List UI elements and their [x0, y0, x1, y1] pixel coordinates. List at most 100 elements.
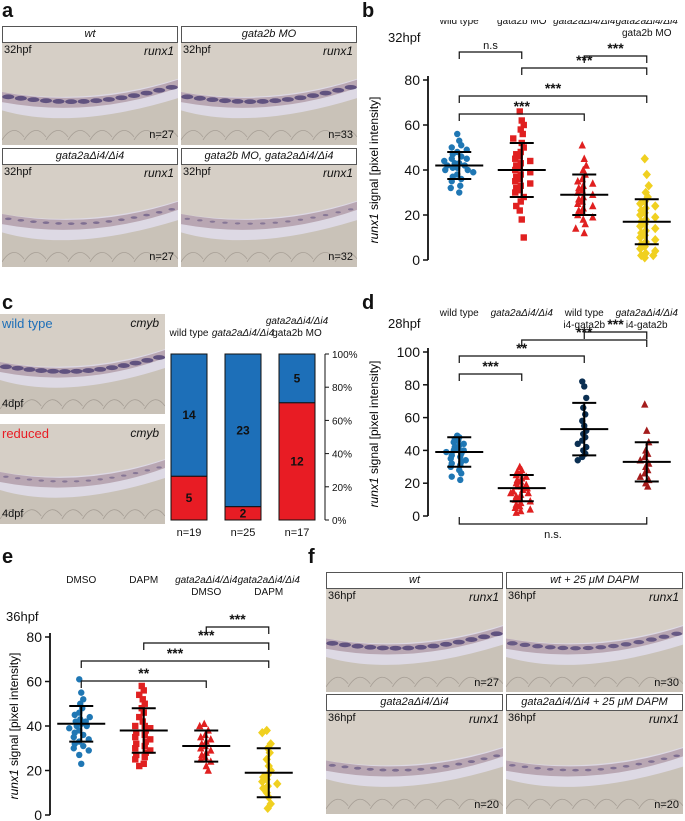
gene-label: runx1 [322, 166, 353, 180]
bar-value-label: 2 [240, 506, 247, 520]
data-point [512, 178, 519, 185]
panel-a-image-1-photo [2, 43, 178, 145]
data-point [526, 505, 534, 513]
data-point [458, 470, 465, 477]
significance-label: n.s. [544, 529, 562, 541]
data-point [262, 788, 271, 798]
y-tick-label: 60 [404, 410, 420, 426]
data-point [448, 155, 455, 162]
data-point [581, 219, 589, 228]
data-point [470, 169, 477, 176]
data-point [641, 187, 650, 198]
data-point [518, 216, 525, 223]
data-point [640, 154, 649, 164]
data-point [651, 246, 660, 256]
data-point [513, 184, 520, 192]
data-point [141, 700, 148, 707]
data-point [516, 175, 523, 183]
bar-total-label: n=17 [285, 527, 310, 539]
data-point [517, 126, 524, 133]
data-point [136, 691, 143, 699]
data-point [520, 121, 527, 129]
data-point [574, 199, 582, 207]
data-point [636, 244, 645, 254]
bar-segment-reduced [278, 402, 316, 521]
chart-b-scatter: 32hpf 0 20 40 60 80 runx1 signal [pixel intens… [367, 20, 678, 268]
bar-segment-wildtype [224, 353, 262, 508]
gene-label: runx1 [468, 590, 499, 604]
significance-bracket [583, 55, 648, 63]
data-point [132, 745, 139, 752]
gene-label: runx1 [648, 712, 679, 726]
significance-bracket [205, 626, 270, 634]
data-point [575, 195, 583, 203]
stage-label: 36hpf [508, 712, 536, 724]
data-point [574, 457, 581, 464]
panel-a-image-2-photo [181, 43, 357, 145]
bar-value-label: 12 [290, 454, 304, 468]
data-point [207, 735, 215, 743]
data-point [258, 776, 267, 787]
data-point [574, 177, 582, 185]
data-point [273, 779, 282, 789]
data-point [204, 766, 212, 774]
data-point [578, 141, 586, 149]
panel-label-a: a [2, 0, 14, 22]
y-tick-label: 20% [332, 483, 352, 494]
stage-label: 4dpf [2, 398, 24, 410]
panel-f-image-3: gata2aΔi4/Δi4 36hpf runx1 n=20 [326, 694, 503, 814]
chart-d-scatter: 28hpf 0 20 40 60 80 100 runx1 signal [pixel int… [367, 308, 678, 541]
panel-f-image-3-header: gata2aΔi4/Δi4 [326, 694, 503, 711]
y-tick-label: 20 [404, 207, 420, 223]
category-label: i4-gata2b [626, 320, 668, 331]
panel-label-d: d [362, 292, 375, 314]
data-point [524, 488, 532, 497]
significance-label: *** [198, 627, 215, 643]
stage-label: 36hpf [328, 590, 356, 602]
data-point [516, 153, 523, 160]
panel-label-f: f [308, 546, 315, 568]
data-point [637, 250, 646, 261]
n-label: n=20 [474, 799, 499, 811]
chart-title: 36hpf [6, 609, 39, 624]
data-point [637, 228, 646, 238]
significance-label: *** [607, 40, 624, 56]
significance-bracket [80, 660, 270, 668]
data-point [464, 166, 471, 174]
data-point [70, 733, 77, 741]
gene-label: runx1 [648, 590, 679, 604]
data-point [132, 733, 139, 741]
significance-label: ** [516, 340, 527, 356]
y-tick-label: 80% [332, 383, 352, 394]
panel-a-image-4-photo [181, 165, 357, 267]
data-point [80, 742, 87, 750]
data-point [640, 253, 649, 263]
data-point [636, 221, 645, 231]
panel-f-image-1-header: wt [326, 572, 503, 589]
data-point [643, 192, 652, 202]
significance-bracket [583, 331, 648, 339]
data-point [581, 383, 588, 390]
data-point [136, 713, 143, 721]
data-point [640, 219, 649, 229]
data-point [520, 234, 527, 241]
n-label: n=30 [654, 677, 679, 689]
category-label: wild type [564, 308, 604, 319]
panel-label-c: c [2, 292, 14, 314]
category-label: gata2b MO [272, 328, 322, 339]
data-point [511, 503, 519, 511]
data-point [640, 196, 649, 207]
bar-segment-reduced [224, 506, 262, 521]
bar-segment-reduced [170, 475, 208, 521]
gene-label: runx1 [468, 712, 499, 726]
data-point [458, 142, 465, 149]
panel-label-b: b [362, 0, 375, 22]
data-point [580, 228, 588, 237]
n-label: n=32 [328, 251, 353, 263]
data-point [457, 476, 464, 484]
data-point [636, 210, 645, 220]
panel-f-image-4-photo [506, 711, 683, 814]
stage-label: 36hpf [328, 712, 356, 724]
y-axis-label: runx1 signal [pixel intensity] [367, 361, 381, 508]
data-point [510, 135, 517, 142]
